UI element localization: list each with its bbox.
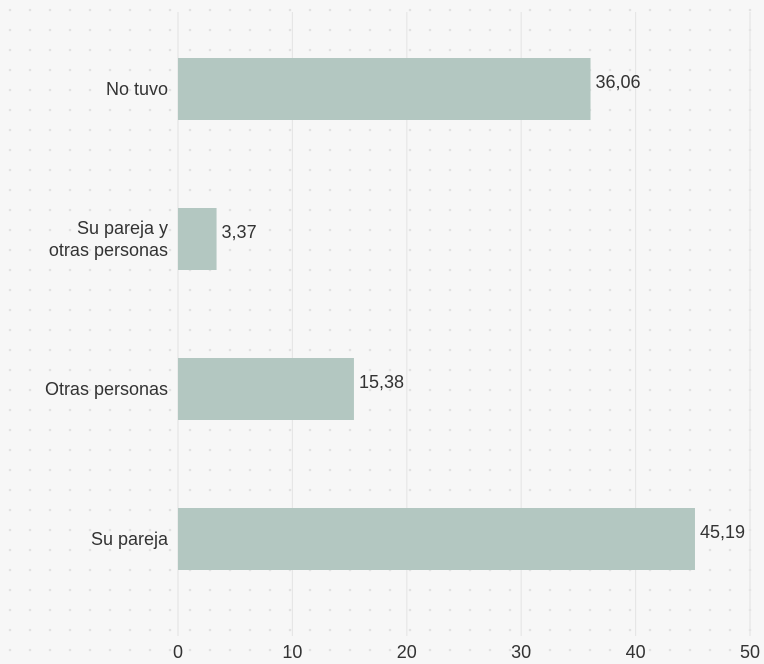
- x-tick-label: 40: [626, 642, 646, 662]
- bar: [178, 208, 217, 270]
- x-tick-label: 0: [173, 642, 183, 662]
- x-tick-label: 50: [740, 642, 760, 662]
- y-tick-label: Su pareja y otras personas: [48, 218, 168, 260]
- y-tick-label: Otras personas: [44, 379, 168, 399]
- bar: [178, 358, 354, 420]
- value-label: 45,19: [700, 522, 745, 542]
- value-label: 36,06: [596, 72, 641, 92]
- y-tick-label: Su pareja: [90, 529, 168, 549]
- value-label: 15,38: [359, 372, 404, 392]
- x-tick-label: 30: [511, 642, 531, 662]
- x-tick-label: 20: [397, 642, 417, 662]
- x-tick-label: 10: [282, 642, 302, 662]
- value-label: 3,37: [222, 222, 257, 242]
- bar: [178, 58, 591, 120]
- bar: [178, 508, 695, 570]
- y-tick-label: No tuvo: [105, 79, 168, 99]
